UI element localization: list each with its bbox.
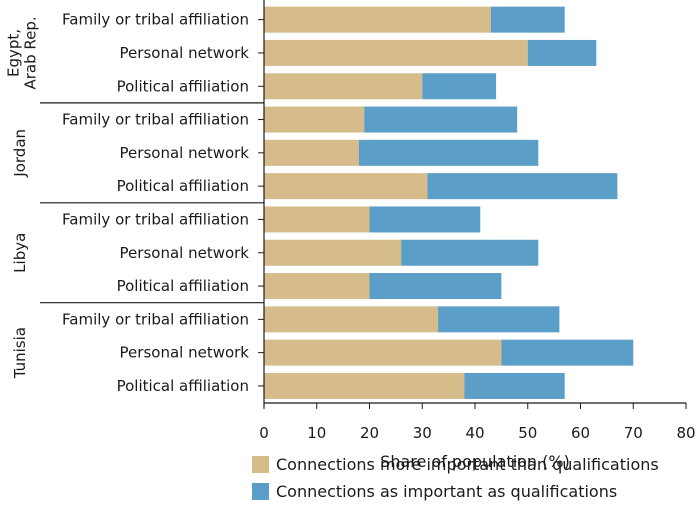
bar-as-important — [501, 339, 634, 366]
bar-more-important — [264, 273, 370, 300]
bar-more-important — [264, 306, 439, 333]
group-labels: Egypt, Arab Rep. Jordan Libya Tunisia — [5, 16, 40, 379]
x-tick-label: 30 — [413, 424, 432, 442]
category-label: Family or tribal affiliation — [62, 111, 249, 129]
x-ticks: 0 10 20 30 40 50 60 70 80 — [259, 403, 696, 442]
group-label-line: Libya — [11, 233, 29, 273]
bar-as-important — [438, 306, 560, 333]
x-tick-label: 10 — [307, 424, 326, 442]
bar-more-important — [264, 372, 465, 399]
bar-more-important — [264, 206, 370, 233]
bar-as-important — [490, 6, 565, 33]
category-label: Personal network — [120, 344, 250, 362]
bar-more-important — [264, 173, 428, 200]
group-label: Libya — [11, 233, 29, 273]
category-label: Personal network — [120, 144, 250, 162]
group-label-line: Tunisia — [11, 327, 29, 379]
group-label-line: Jordan — [11, 129, 29, 178]
group-label: Jordan — [11, 129, 29, 178]
bar-as-important — [358, 139, 539, 166]
legend-swatch — [252, 456, 269, 473]
x-tick-label: 0 — [259, 424, 269, 442]
category-label: Political affiliation — [117, 177, 249, 195]
legend: Connections more important than qualific… — [252, 455, 659, 501]
category-label: Political affiliation — [117, 377, 249, 395]
bars — [264, 6, 634, 399]
x-tick-label: 70 — [624, 424, 643, 442]
category-label: Family or tribal affiliation — [62, 310, 249, 328]
x-tick-label: 60 — [571, 424, 590, 442]
category-label: Family or tribal affiliation — [62, 11, 249, 29]
x-axis-title: Share of population (%) — [380, 452, 570, 471]
category-label: Family or tribal affiliation — [62, 210, 249, 228]
bar-as-important — [422, 73, 497, 100]
category-label: Personal network — [120, 44, 250, 62]
bar-more-important — [264, 39, 528, 66]
x-tick-label: 80 — [676, 424, 695, 442]
bar-more-important — [264, 139, 359, 166]
category-labels: Family or tribal affiliation Personal net… — [62, 11, 249, 395]
group-label-line: Arab Rep. — [22, 16, 40, 89]
category-label: Political affiliation — [117, 277, 249, 295]
bar-more-important — [264, 106, 365, 133]
bar-more-important — [264, 73, 423, 100]
bar-as-important — [527, 39, 597, 66]
bar-more-important — [264, 339, 502, 366]
bar-as-important — [369, 273, 502, 300]
legend-label: Connections more important than qualific… — [276, 455, 659, 474]
bar-as-important — [364, 106, 518, 133]
group-label: Tunisia — [11, 327, 29, 379]
bar-as-important — [464, 372, 565, 399]
group-separators — [40, 102, 264, 304]
x-tick-label: 20 — [360, 424, 379, 442]
bar-more-important — [264, 6, 491, 33]
bar-more-important — [264, 239, 402, 266]
group-label: Egypt, Arab Rep. — [5, 16, 40, 89]
category-label: Personal network — [120, 244, 250, 262]
category-label: Political affiliation — [117, 77, 249, 95]
bar-as-important — [369, 206, 481, 233]
bar-as-important — [427, 173, 618, 200]
x-tick-label: 50 — [518, 424, 537, 442]
legend-label: Connections as important as qualificatio… — [276, 482, 617, 501]
group-label-line: Egypt, — [5, 29, 23, 77]
x-tick-label: 40 — [465, 424, 484, 442]
legend-swatch — [252, 483, 269, 500]
bar-as-important — [401, 239, 539, 266]
